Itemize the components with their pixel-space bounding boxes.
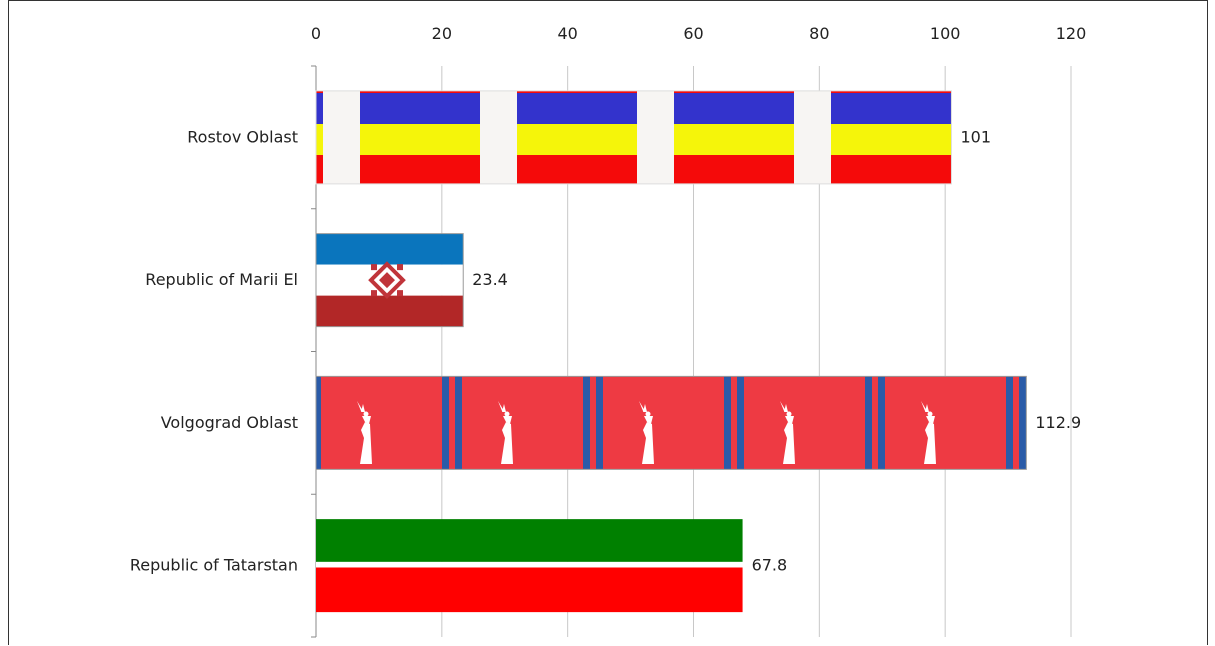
category-label: Volgograd Oblast xyxy=(161,413,298,432)
category-label: Republic of Tatarstan xyxy=(130,556,298,575)
x-tick-label: 80 xyxy=(809,24,829,43)
bar-stripe xyxy=(316,567,743,613)
ornament-icon xyxy=(368,261,406,299)
bar-stripe xyxy=(316,295,464,327)
flag-volgograd-oblast-bar xyxy=(315,375,1027,470)
category-label: Republic of Marii El xyxy=(145,270,298,289)
category-label: Rostov Oblast xyxy=(187,127,298,146)
x-axis xyxy=(311,65,317,638)
chart-frame: 0 20 40 60 80 100 120 Rostov Oblast 101 Republic … xyxy=(8,0,1208,645)
value-label: 101 xyxy=(960,127,991,146)
bar-stripe xyxy=(316,561,743,568)
bar-chart: 0 20 40 60 80 100 120 Rostov Oblast 101 Republic … xyxy=(130,24,1086,638)
flag-rostov-oblast-bar xyxy=(315,90,952,185)
x-tick-label: 20 xyxy=(432,24,452,43)
x-tick-label: 100 xyxy=(930,24,961,43)
bar-stripe xyxy=(316,519,743,562)
flag-marii-el-bar xyxy=(315,233,464,328)
x-tick-label: 0 xyxy=(311,24,321,43)
value-label: 112.9 xyxy=(1035,413,1081,432)
value-label: 23.4 xyxy=(472,270,508,289)
labels: 0 20 40 60 80 100 120 Rostov Oblast 101 Republic … xyxy=(130,24,1086,575)
x-tick-label: 60 xyxy=(683,24,703,43)
bar-fill xyxy=(315,375,1027,470)
bar-fill xyxy=(315,90,952,185)
bars xyxy=(315,90,1027,613)
value-label: 67.8 xyxy=(752,556,788,575)
x-tick-label: 40 xyxy=(557,24,577,43)
x-tick-label: 120 xyxy=(1056,24,1087,43)
bar-stripe xyxy=(316,233,464,265)
flag-tatarstan-bar xyxy=(316,519,743,613)
